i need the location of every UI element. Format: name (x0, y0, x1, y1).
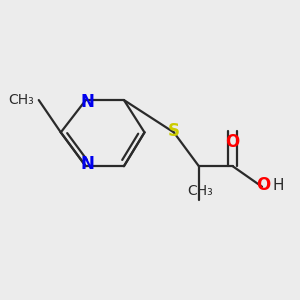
Text: N: N (80, 92, 94, 110)
Text: CH₃: CH₃ (188, 184, 213, 199)
Text: O: O (256, 176, 271, 194)
Text: S: S (168, 122, 180, 140)
Text: N: N (80, 155, 94, 173)
Text: CH₃: CH₃ (9, 93, 34, 107)
Text: O: O (226, 133, 240, 151)
Text: H: H (272, 178, 284, 193)
